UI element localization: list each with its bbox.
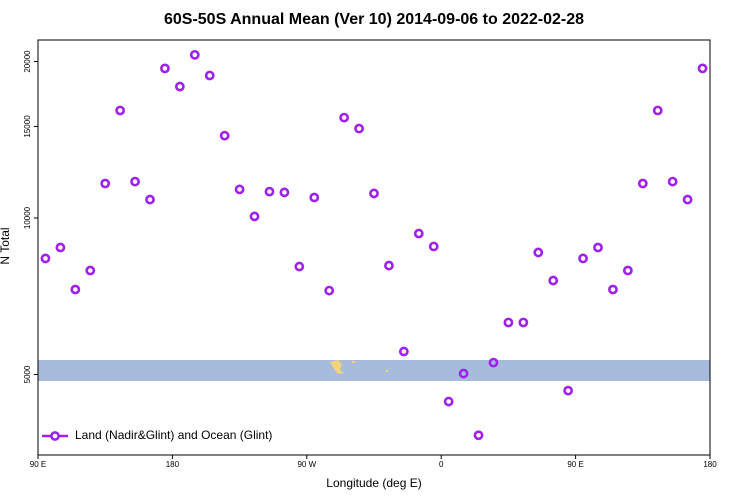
data-point [503,317,514,328]
data-point [234,184,245,195]
data-point [40,253,51,264]
data-point [697,63,708,74]
data-point [428,241,439,252]
data-point [85,265,96,276]
data-point [622,265,633,276]
data-point [219,130,230,141]
data-point [578,253,588,264]
data-point [115,105,126,116]
data-point [384,260,394,271]
data-point [100,178,111,189]
x-tick-label: 180 [703,460,717,469]
y-tick-label: 5000 [23,365,32,383]
data-point [130,176,140,187]
data-point [294,261,305,272]
data-point [339,112,350,123]
data-point [160,63,170,74]
data-point [189,49,200,60]
y-tick-label: 10000 [23,206,32,229]
data-point [518,317,529,328]
land-ocean-band [38,360,710,381]
data-point [548,275,559,286]
x-tick-label: 90 W [297,460,316,469]
legend-label: Land (Nadir&Glint) and Ocean (Glint) [75,428,272,442]
x-tick-label: 90 E [30,460,46,469]
data-point [264,186,275,197]
x-tick-label: 180 [166,460,180,469]
data-point [279,187,290,198]
chart-title: 60S-50S Annual Mean (Ver 10) 2014-09-06 … [164,11,584,28]
data-point [563,385,574,396]
ocean-band [38,360,710,381]
data-point [55,242,66,253]
legend: Land (Nadir&Glint) and Ocean (Glint) [42,428,272,442]
data-point [458,368,469,379]
data-point [533,247,544,258]
data-point [413,228,424,239]
data-point [652,105,663,116]
data-point [682,194,693,205]
data-point [324,285,335,296]
data-point [608,284,618,295]
legend-marker [50,431,60,441]
land-patch [386,370,388,372]
data-point [70,284,81,295]
data-point [249,211,260,222]
plot-frame [37,39,711,456]
land-patch [330,360,344,374]
data-point [667,176,678,187]
x-axis-label: Longitude (deg E) [326,476,421,490]
y-tick-label: 20000 [23,50,32,73]
data-point [637,178,648,189]
data-point [593,242,603,253]
data-point [369,188,379,199]
data-point [443,396,454,407]
land-patch [352,361,355,363]
data-point [174,81,185,92]
x-tick-label: 90 E [567,460,583,469]
data-point [398,346,409,357]
data-point [354,123,364,134]
data-point [488,357,499,368]
data-point [309,192,320,203]
data-point [204,70,215,81]
y-axis-label: N Total [0,227,12,264]
data-point [145,194,155,205]
data-point [473,430,484,441]
x-tick-label: 0 [439,460,444,469]
y-tick-label: 15000 [23,115,32,138]
